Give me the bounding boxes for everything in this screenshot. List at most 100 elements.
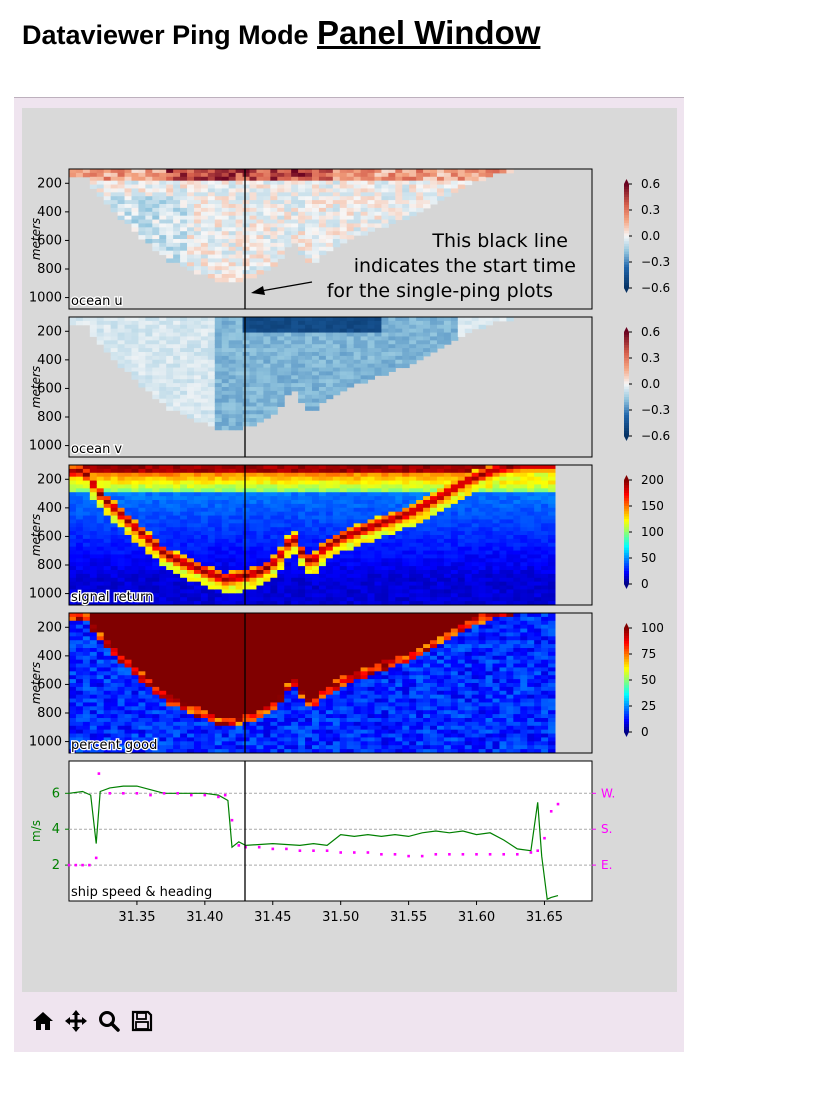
colorbar-extend-top bbox=[624, 475, 629, 480]
y-tick-label: 4 bbox=[52, 822, 60, 837]
colorbar: 0.6 0.3 0.0 −0.3 −0.6 bbox=[624, 325, 670, 443]
y-tick-label: 400 bbox=[37, 501, 62, 516]
y-tick-label: 2 bbox=[52, 858, 60, 873]
heading-point bbox=[162, 792, 166, 795]
heading-point bbox=[536, 849, 539, 852]
x-tick-label: 31.40 bbox=[186, 910, 223, 925]
y-tick-label: 200 bbox=[37, 620, 62, 635]
heading-point bbox=[190, 793, 193, 797]
heading-point bbox=[203, 793, 207, 797]
right-tick-label: S. bbox=[601, 822, 612, 836]
x-tick-label: 31.35 bbox=[118, 910, 155, 925]
y-axis-label: meters bbox=[29, 366, 43, 408]
heading-point bbox=[122, 792, 125, 795]
heading-point bbox=[135, 792, 139, 795]
home-button[interactable] bbox=[30, 1008, 55, 1033]
y-tick-label: 400 bbox=[37, 205, 62, 220]
right-tick-label: W. bbox=[601, 786, 615, 800]
colorbar-tick-label: 0 bbox=[641, 725, 649, 739]
zoom-icon bbox=[98, 1010, 120, 1032]
page-title-sub: Panel Window bbox=[317, 14, 541, 51]
speed-line bbox=[68, 785, 559, 901]
colorbar-extend-top bbox=[624, 179, 629, 184]
y-tick-label: 800 bbox=[37, 410, 62, 425]
x-tick-label: 31.50 bbox=[322, 910, 359, 925]
heading-point bbox=[74, 863, 78, 867]
annotation: This black line indicates the start time f… bbox=[251, 230, 576, 302]
colorbar-tick-label: −0.6 bbox=[641, 281, 670, 295]
colorbar-tick-label: 0.3 bbox=[641, 351, 660, 365]
heading-point bbox=[407, 854, 410, 858]
heading-point bbox=[461, 853, 465, 856]
colorbar-tick-label: 0.6 bbox=[641, 177, 660, 191]
panel-label: ocean u bbox=[71, 294, 123, 309]
y-tick-label: 600 bbox=[37, 233, 62, 248]
panel-label: ocean v bbox=[71, 442, 122, 457]
heading-point bbox=[88, 863, 91, 867]
x-tick-label: 31.65 bbox=[526, 910, 563, 925]
heatmap-cells bbox=[69, 169, 514, 283]
colorbar-tick-label: −0.3 bbox=[641, 403, 670, 417]
right-tick-label: E. bbox=[601, 858, 612, 872]
heading-point bbox=[108, 792, 112, 795]
annotation-line-1: This black line bbox=[431, 230, 568, 252]
axes-frame bbox=[68, 612, 593, 754]
colorbar-tick-label: 50 bbox=[641, 673, 656, 687]
plot-figure[interactable]: 200 400 600 800 1000 meters ocean u 0.6 0.3 0.0 −0… bbox=[22, 108, 677, 992]
heading-point bbox=[353, 851, 356, 854]
y-tick-label: 400 bbox=[37, 353, 62, 368]
plot-toolbar bbox=[30, 1008, 154, 1034]
heading-point bbox=[230, 818, 234, 822]
y-tick-label: 600 bbox=[37, 529, 62, 544]
y-tick-label: 200 bbox=[37, 176, 62, 191]
panel-2: 200 400 600 800 1000 meters ocean v 0.6 0.3 0.0 −0… bbox=[29, 316, 670, 458]
zoom-button[interactable] bbox=[96, 1008, 121, 1033]
heading-point bbox=[312, 849, 315, 852]
colorbar-tick-label: 75 bbox=[641, 647, 656, 661]
home-icon bbox=[32, 1011, 53, 1030]
annotation-arrow-head bbox=[251, 286, 265, 295]
heading-point bbox=[393, 853, 397, 856]
colorbar-extend-bottom bbox=[624, 584, 629, 589]
y-tick-label: 200 bbox=[37, 324, 62, 339]
annotation-arrow-shaft bbox=[260, 281, 313, 292]
save-icon bbox=[131, 1010, 152, 1031]
y-tick-label: 600 bbox=[37, 381, 62, 396]
axes-frame bbox=[68, 464, 593, 606]
x-tick-label: 31.45 bbox=[254, 910, 291, 925]
heading-point bbox=[488, 853, 492, 856]
heading-point bbox=[434, 853, 438, 856]
heading-point bbox=[325, 849, 329, 852]
heading-point bbox=[543, 836, 546, 840]
colorbar-tick-label: 100 bbox=[641, 525, 664, 539]
heading-point bbox=[516, 853, 519, 856]
y-tick-label: 800 bbox=[37, 706, 62, 721]
colorbar-tick-label: 0.0 bbox=[641, 377, 660, 391]
panel-window: 200 400 600 800 1000 meters ocean u 0.6 0.3 0.0 −0… bbox=[14, 97, 684, 1052]
heading-point bbox=[339, 851, 342, 854]
y-tick-label: 400 bbox=[37, 649, 62, 664]
heading-point bbox=[176, 792, 179, 795]
annotation-line-2: indicates the start time bbox=[354, 255, 576, 277]
y-axis-label: m/s bbox=[29, 820, 43, 842]
panel-1: 200 400 600 800 1000 meters ocean u 0.6 0.3 0.0 −0… bbox=[29, 168, 670, 310]
y-tick-label: 1000 bbox=[29, 587, 62, 602]
y-tick-label: 800 bbox=[37, 262, 62, 277]
pan-button[interactable] bbox=[63, 1008, 88, 1033]
heading-point bbox=[366, 851, 370, 854]
heading-point bbox=[448, 853, 451, 856]
save-button[interactable] bbox=[129, 1008, 154, 1033]
colorbar-tick-label: 50 bbox=[641, 551, 656, 565]
colorbar: 200 150 100 50 0 counts bbox=[624, 473, 677, 591]
annotation-line-3: for the single-ping plots bbox=[327, 280, 553, 302]
y-tick-label: 1000 bbox=[29, 735, 62, 750]
colorbar: 100 75 50 25 0 bbox=[624, 621, 664, 739]
heading-point bbox=[271, 847, 275, 851]
colorbar-tick-label: 0.3 bbox=[641, 203, 660, 217]
heading-point bbox=[285, 847, 288, 851]
panel-label: ship speed & heading bbox=[71, 885, 212, 900]
colorbar-extend-bottom bbox=[624, 732, 629, 737]
heading-point bbox=[380, 853, 383, 856]
